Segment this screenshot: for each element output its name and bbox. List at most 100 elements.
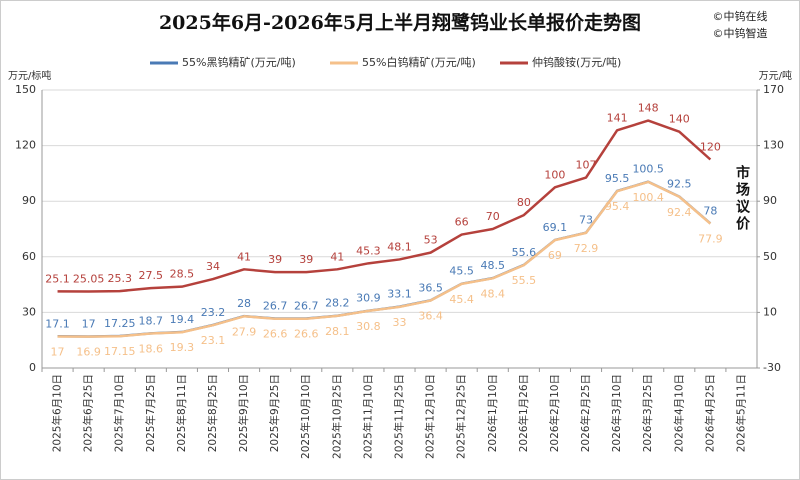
data-label: 72.9 <box>574 242 599 255</box>
data-label: 25.05 <box>73 272 105 285</box>
x-tick-label: 2025年6月25日 <box>82 374 95 452</box>
x-tick-label: 2025年10月25日 <box>330 374 343 459</box>
data-label: 17.15 <box>104 345 136 358</box>
data-label: 69.1 <box>543 221 568 234</box>
legend-label: 55%黑钨精矿(万元/吨) <box>182 56 296 69</box>
data-label: 41 <box>330 250 344 263</box>
data-label: 28.1 <box>325 325 350 338</box>
data-label: 17 <box>51 345 65 358</box>
y-tick-label: 120 <box>15 139 36 152</box>
data-label: 48.1 <box>387 240 412 253</box>
data-label: 73 <box>579 214 593 227</box>
data-label: 70 <box>486 210 500 223</box>
data-label: 17.25 <box>104 317 136 330</box>
data-label: 25.1 <box>45 272 70 285</box>
data-label: 148 <box>638 102 659 115</box>
legend-label: 55%白钨精矿(万元/吨) <box>362 55 476 69</box>
data-label: 107 <box>576 159 597 172</box>
x-tick-label: 2025年12月25日 <box>455 374 468 459</box>
y-tick-label: 30 <box>22 305 36 318</box>
x-tick-label: 2026年5月11日 <box>734 374 747 452</box>
data-label: 140 <box>669 113 690 126</box>
y2-tick-label: 50 <box>763 250 777 263</box>
y2-tick-label: -30 <box>763 361 781 374</box>
y2-tick-label: 130 <box>763 139 784 152</box>
y-tick-label: 150 <box>15 83 36 96</box>
data-label: 66 <box>455 216 469 229</box>
data-label: 23.2 <box>201 306 226 319</box>
watermark: ©中钨在线 <box>713 9 768 23</box>
data-label: 53 <box>424 234 438 247</box>
x-tick-label: 2025年6月10日 <box>51 374 64 452</box>
annotation: 市场议价 <box>734 164 750 233</box>
data-label: 48.5 <box>481 259 506 272</box>
data-label: 16.9 <box>76 346 101 359</box>
data-label: 55.6 <box>512 246 537 259</box>
data-label: 69 <box>548 249 562 262</box>
series-line <box>57 119 712 293</box>
x-tick-label: 2025年7月25日 <box>144 374 157 452</box>
data-label: 45.5 <box>449 265 474 278</box>
data-label: 28 <box>237 297 251 310</box>
x-tick-label: 2025年8月25日 <box>206 374 219 452</box>
data-label: 28.2 <box>325 297 350 310</box>
data-label: 39 <box>299 253 313 266</box>
x-tick-label: 2026年2月25日 <box>579 374 592 452</box>
legend-label: 仲钨酸铵(万元/吨) <box>532 55 621 69</box>
x-tick-label: 2025年10月10日 <box>299 374 312 459</box>
watermark: ©中钨智造 <box>713 26 768 40</box>
data-label: 23.1 <box>201 334 226 347</box>
data-label: 33 <box>393 316 407 329</box>
x-tick-label: 2025年8月11日 <box>175 374 188 452</box>
data-label: 17 <box>82 317 96 330</box>
y2-tick-label: 10 <box>763 305 777 318</box>
x-tick-label: 2026年4月25日 <box>703 374 716 452</box>
data-label: 19.3 <box>170 341 195 354</box>
x-tick-label: 2025年9月10日 <box>237 374 250 452</box>
data-label: 36.5 <box>418 281 443 294</box>
y-tick-label: 0 <box>29 361 36 374</box>
x-tick-label: 2026年1月10日 <box>486 374 499 452</box>
data-label: 78 <box>703 204 717 217</box>
data-label: 36.4 <box>418 310 443 323</box>
data-label: 95.5 <box>605 172 630 185</box>
x-tick-label: 2026年1月26日 <box>517 374 530 452</box>
data-label: 100.5 <box>632 163 664 176</box>
data-label: 18.7 <box>139 314 164 327</box>
y2-axis-title: 万元/吨 <box>759 69 792 82</box>
x-tick-label: 2025年11月25日 <box>393 374 406 459</box>
data-label: 77.9 <box>698 233 723 246</box>
data-label: 19.4 <box>170 313 195 326</box>
data-label: 41 <box>237 250 251 263</box>
data-label: 95.4 <box>605 200 630 213</box>
data-label: 30.8 <box>356 320 381 333</box>
y-tick-label: 60 <box>22 250 36 263</box>
x-tick-label: 2025年11月10日 <box>361 374 374 459</box>
x-tick-label: 2025年7月10日 <box>113 374 126 452</box>
data-label: 80 <box>517 196 531 209</box>
data-label: 25.3 <box>107 272 132 285</box>
data-label: 33.1 <box>387 288 412 301</box>
data-label: 100 <box>544 168 565 181</box>
data-label: 18.6 <box>139 343 164 356</box>
data-label: 30.9 <box>356 292 381 305</box>
data-label: 26.6 <box>263 328 288 341</box>
x-tick-label: 2025年9月25日 <box>268 374 281 452</box>
series-line <box>57 180 712 338</box>
y2-tick-label: 90 <box>763 194 777 207</box>
x-tick-label: 2026年4月10日 <box>672 374 685 452</box>
x-tick-label: 2026年3月10日 <box>610 374 623 452</box>
data-label: 45.3 <box>356 244 381 257</box>
x-tick-label: 2026年2月10日 <box>548 374 561 452</box>
data-label: 92.5 <box>667 178 692 191</box>
data-label: 17.1 <box>45 317 70 330</box>
data-label: 92.4 <box>667 206 692 219</box>
data-label: 45.4 <box>449 293 474 306</box>
x-tick-label: 2025年12月10日 <box>424 374 437 459</box>
data-label: 39 <box>268 253 282 266</box>
y-axis-title: 万元/标吨 <box>8 69 51 82</box>
data-label: 27.9 <box>232 325 257 338</box>
y-tick-label: 90 <box>22 194 36 207</box>
